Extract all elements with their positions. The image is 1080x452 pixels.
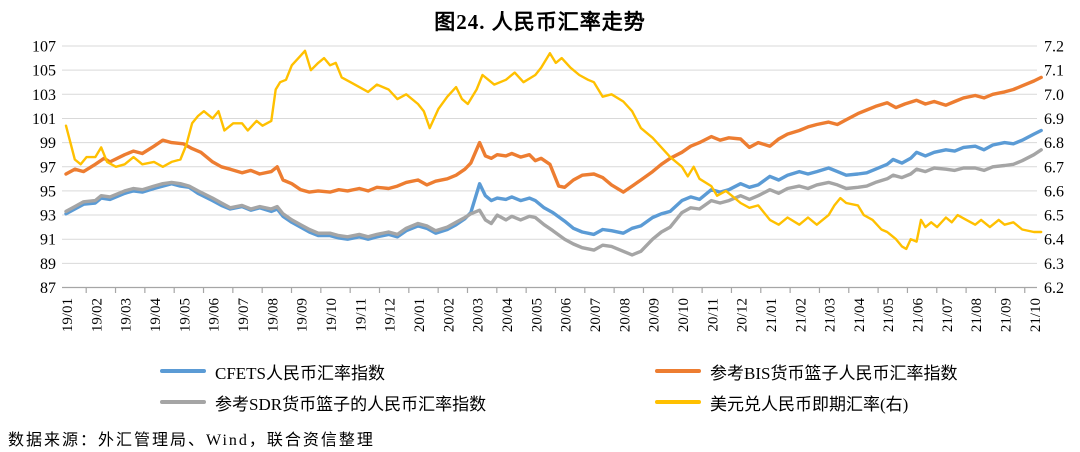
y-axis-right-tick-label: 6.4 [1044, 232, 1064, 249]
y-axis-right-tick-label: 7.0 [1044, 87, 1064, 104]
y-axis-right-tick-label: 7.1 [1044, 63, 1064, 80]
x-axis-tick-label: 19/04 [148, 298, 164, 333]
x-axis-tick-label: 21/01 [764, 298, 780, 332]
legend-swatch-usdcny [655, 400, 701, 404]
y-axis-right-tick-label: 6.8 [1044, 135, 1064, 152]
x-axis-tick-label: 20/08 [617, 298, 633, 332]
y-axis-left-tick-label: 97 [40, 159, 56, 176]
x-axis-tick-label: 21/09 [999, 298, 1015, 332]
legend-swatch-sdr [160, 400, 206, 404]
x-axis-tick-label: 20/02 [441, 298, 457, 332]
x-axis-tick-label: 21/07 [940, 298, 956, 333]
x-axis-tick-label: 20/10 [676, 298, 692, 332]
x-axis-tick-label: 19/05 [177, 298, 193, 332]
legend-label-usdcny: 美元兑人民币即期汇率(右) [710, 394, 909, 414]
x-axis-tick-label: 20/04 [500, 298, 516, 333]
x-axis-tick-label: 20/01 [412, 298, 428, 332]
x-axis-tick-label: 19/07 [236, 298, 252, 333]
y-axis-right-tick-label: 6.7 [1044, 159, 1064, 176]
x-axis-tick-label: 19/08 [265, 298, 281, 332]
x-axis-tick-label: 19/03 [119, 298, 135, 332]
x-axis-tick-label: 19/06 [207, 298, 223, 333]
x-axis-tick-label: 20/07 [588, 298, 604, 333]
legend-label-sdr: 参考SDR货币篮子的人民币汇率指数 [215, 394, 487, 414]
x-axis-tick-label: 19/11 [353, 298, 369, 332]
x-axis-tick-label: 20/09 [647, 298, 663, 332]
x-axis-tick-label: 21/06 [911, 298, 927, 333]
legend: CFETS人民币汇率指数 参考BIS货币篮子人民币汇率指数参考SDR货币篮子的人民… [160, 360, 1040, 414]
x-axis-tick-label: 21/03 [823, 298, 839, 332]
series-line-cfets [64, 128, 1043, 241]
y-axis-right-tick-label: 6.9 [1044, 111, 1064, 128]
x-axis-tick-label: 21/02 [793, 298, 809, 332]
y-axis-right-tick-label: 6.5 [1044, 208, 1064, 225]
y-axis-left-tick-label: 101 [32, 111, 56, 128]
y-axis-left-tick-label: 99 [40, 135, 56, 152]
x-axis-tick-label: 21/04 [852, 298, 868, 333]
legend-item-usdcny: 美元兑人民币即期汇率(右) [655, 391, 1040, 414]
y-axis-left-tick-label: 89 [40, 256, 56, 273]
y-axis-left-tick-label: 93 [40, 208, 56, 225]
x-axis-tick-label: 20/05 [529, 298, 545, 332]
y-axis-right-tick-label: 6.6 [1044, 183, 1064, 200]
y-axis-left-tick-label: 107 [32, 39, 56, 56]
series-line-sdr [64, 148, 1043, 257]
legend-item-sdr: 参考SDR货币篮子的人民币汇率指数 [160, 391, 655, 414]
x-axis-tick-label: 19/10 [324, 298, 340, 332]
y-axis-left-tick-label: 87 [40, 280, 56, 297]
x-axis-tick-label: 19/09 [295, 298, 311, 332]
legend-label-bis: 参考BIS货币篮子人民币汇率指数 [710, 363, 958, 383]
y-axis-right-tick-label: 6.3 [1044, 256, 1064, 273]
y-axis-right-tick-label: 6.2 [1044, 280, 1064, 297]
x-axis-tick-label: 19/02 [89, 298, 105, 332]
x-axis-tick-label: 19/01 [60, 298, 76, 332]
x-axis-tick-label: 20/06 [559, 298, 575, 333]
y-axis-left-tick-label: 95 [40, 183, 56, 200]
legend-swatch-cfets [160, 369, 206, 373]
chart-title: 图24. 人民币汇率走势 [434, 10, 646, 34]
x-axis-tick-label: 21/10 [1028, 298, 1044, 332]
x-axis-tick-label: 21/08 [969, 298, 985, 332]
legend-swatch-bis [655, 369, 701, 373]
x-axis-tick-label: 20/12 [735, 298, 751, 332]
source-note: 数据来源：外汇管理局、Wind，联合资信整理 [8, 432, 375, 449]
series-line-usdcny [64, 49, 1043, 251]
legend-label-cfets: CFETS人民币汇率指数 [215, 363, 386, 383]
y-axis-right-tick-label: 7.2 [1044, 39, 1064, 56]
series-line-bis [64, 75, 1043, 194]
legend-item-cfets: CFETS人民币汇率指数 [160, 360, 655, 383]
legend-item-bis: 参考BIS货币篮子人民币汇率指数 [655, 360, 1040, 383]
x-axis-tick-label: 20/11 [705, 298, 721, 332]
y-axis-left-tick-label: 103 [32, 87, 56, 104]
x-axis-tick-label: 21/05 [881, 298, 897, 332]
y-axis-left-tick-label: 91 [40, 232, 56, 249]
x-axis-tick-label: 20/03 [471, 298, 487, 332]
exchange-rate-line-chart: 107 7.2 105 7.1 103 7.0 101 6.9 99 6.8 97 6.7 95 6.6 9… [32, 39, 1064, 333]
y-axis-left-tick-label: 105 [32, 63, 56, 80]
x-axis-tick-label: 19/12 [383, 298, 399, 332]
